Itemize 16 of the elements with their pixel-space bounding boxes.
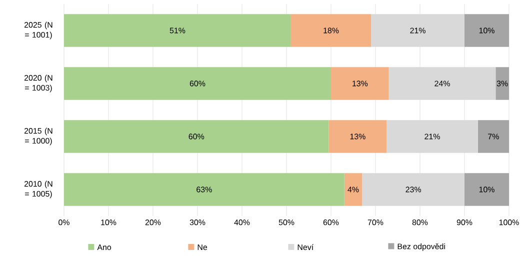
bar: [478, 120, 510, 153]
bar: [64, 120, 329, 153]
bar: [64, 14, 291, 47]
bar: [331, 67, 389, 100]
bar: [290, 14, 372, 47]
bar: [64, 67, 332, 100]
bar: [64, 173, 344, 206]
bar: [344, 173, 362, 206]
bar: [362, 173, 465, 206]
bar: [371, 14, 465, 47]
bar: [386, 120, 478, 153]
bar: [464, 14, 510, 47]
bar: [496, 67, 510, 100]
bar: [328, 120, 387, 153]
bar: [388, 67, 496, 100]
bar: [464, 173, 510, 206]
